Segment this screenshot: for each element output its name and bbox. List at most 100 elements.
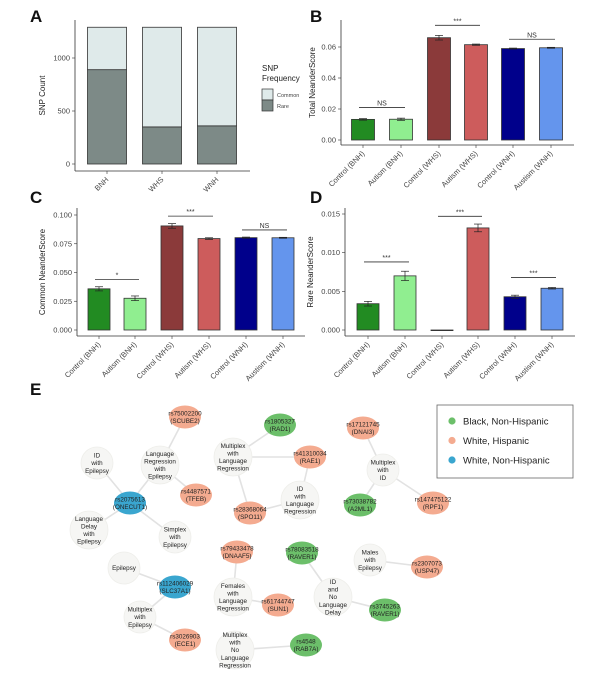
node-label: Multiplex [223,632,249,639]
x-tick-label: Autism (WHS) [172,340,212,380]
y-tick-label: 0.010 [321,248,340,257]
node-label: with [90,460,103,467]
node-label: rs41310034 [293,450,327,457]
snp-node [159,575,191,599]
bar [503,296,527,331]
node-label: Language [319,602,348,609]
node-label: Epilepsy [163,542,188,549]
snp-node [169,628,201,652]
node-label: rs61744747 [261,598,295,605]
node-label: Regression [219,662,251,669]
node-label: with [228,640,241,647]
node-label: rs4487571 [181,488,211,495]
node-label: rs79433478 [220,545,254,552]
network-node-a2ml1: rs73038782(A2ML1) [343,493,377,517]
node-label: Multiplex [128,607,154,614]
y-tick-label: 0.005 [321,287,340,296]
y-axis-label: Rare NeanderScore [306,236,315,308]
network-node-sun1: rs61744747(SUN1) [261,593,295,617]
phenotype-node [69,510,109,550]
node-label: (SUN1) [268,606,289,613]
node-label: Epilepsy [148,474,173,481]
snp-node [417,491,449,515]
node-label: Epilepsy [128,622,153,629]
significance-label: *** [453,18,461,25]
node-label: Language [219,598,248,605]
network-node-spo11: rs28368064(SPO11) [233,501,267,525]
x-tick-label: Control (BNH) [63,340,103,380]
network-node-dnai3: rs17121745(DNAI3) [346,416,380,440]
x-tick-label: BNH [93,175,111,193]
phenotype-node [213,577,253,617]
bar-rare [142,126,182,165]
legend-swatch-common [261,88,274,101]
y-tick-label: 0.025 [53,297,72,306]
node-label: rs3745263 [370,603,400,610]
chart-panel-c: 0.000 0.025 0.050 0.075 0.100 Common NeanderS… [38,208,305,383]
node-label: rs112406029 [157,580,194,587]
bar-common [197,26,237,127]
legend-label: Common [277,93,299,99]
network-node-epilepsy: Epilepsy [107,551,141,585]
snp-node [221,540,253,564]
phenotype-node [213,437,253,477]
bar-rare [197,125,237,165]
y-tick-label: 1000 [53,54,70,63]
node-label: (USP47) [415,568,439,575]
panel-label-a: A [30,7,42,26]
y-tick-label: 0.100 [53,211,72,220]
legend-dot [448,417,456,425]
node-label: Regression [217,466,249,473]
node-label: Language [219,458,248,465]
node-label: (RAD1) [270,426,291,433]
y-axis-label: Common NeanderScore [38,228,47,315]
node-label: with [168,534,181,541]
y-tick-label: 500 [57,107,70,116]
phenotype-node [123,600,157,634]
node-label: rs78083518 [285,546,319,553]
bar [234,237,258,331]
node-label: (RAVER1) [288,554,317,561]
x-tick-label: Autism (BNH) [370,340,409,379]
snp-node [369,598,401,622]
node-label: (SPO11) [238,514,262,521]
node-label: rs2075613 [115,496,145,503]
bar [123,297,147,331]
phenotype-node [80,446,114,480]
bar [539,47,563,141]
panel-label-d: D [310,188,322,207]
network-node-rab7a: rs4548(RAB7A) [290,633,322,657]
snp-node [411,555,443,579]
node-label: with [82,531,95,538]
node-label: with [363,557,376,564]
node-label: rs1805327 [265,418,295,425]
bar [393,275,417,331]
phenotype-node [107,551,141,585]
panel-label-e: E [30,380,41,399]
network-node-onecut1: rs2075613(ONECUT1) [113,491,147,515]
snp-node [294,445,326,469]
x-tick-label: Control (WNH) [208,340,249,381]
node-label: (RAE1) [300,458,321,465]
node-label: Multiplex [371,460,397,467]
y-tick-label: 0.000 [53,326,72,335]
node-label: Language [221,655,250,662]
phenotype-node [313,577,353,617]
snp-node [344,493,376,517]
snp-phenotype-network: rs75002200(SCUBE2)IDwithEpilepsyLanguage… [69,404,574,669]
x-tick-label: Autism (WHS) [439,149,479,189]
phenotype-node [140,445,180,485]
network-node-slc37a1: rs112406029(SLC37A1) [157,575,194,599]
node-label: Simplex [164,527,187,534]
node-label: (SLC37A1) [159,588,190,595]
y-tick-label: 0.06 [321,43,336,52]
chart-panel-b: 0.00 0.02 0.04 0.06 Total NeanderScore Contro… [308,18,574,192]
y-tick-label: 0.00 [321,136,336,145]
snp-node [286,541,318,565]
x-tick-label: Control (BNH) [332,340,372,380]
